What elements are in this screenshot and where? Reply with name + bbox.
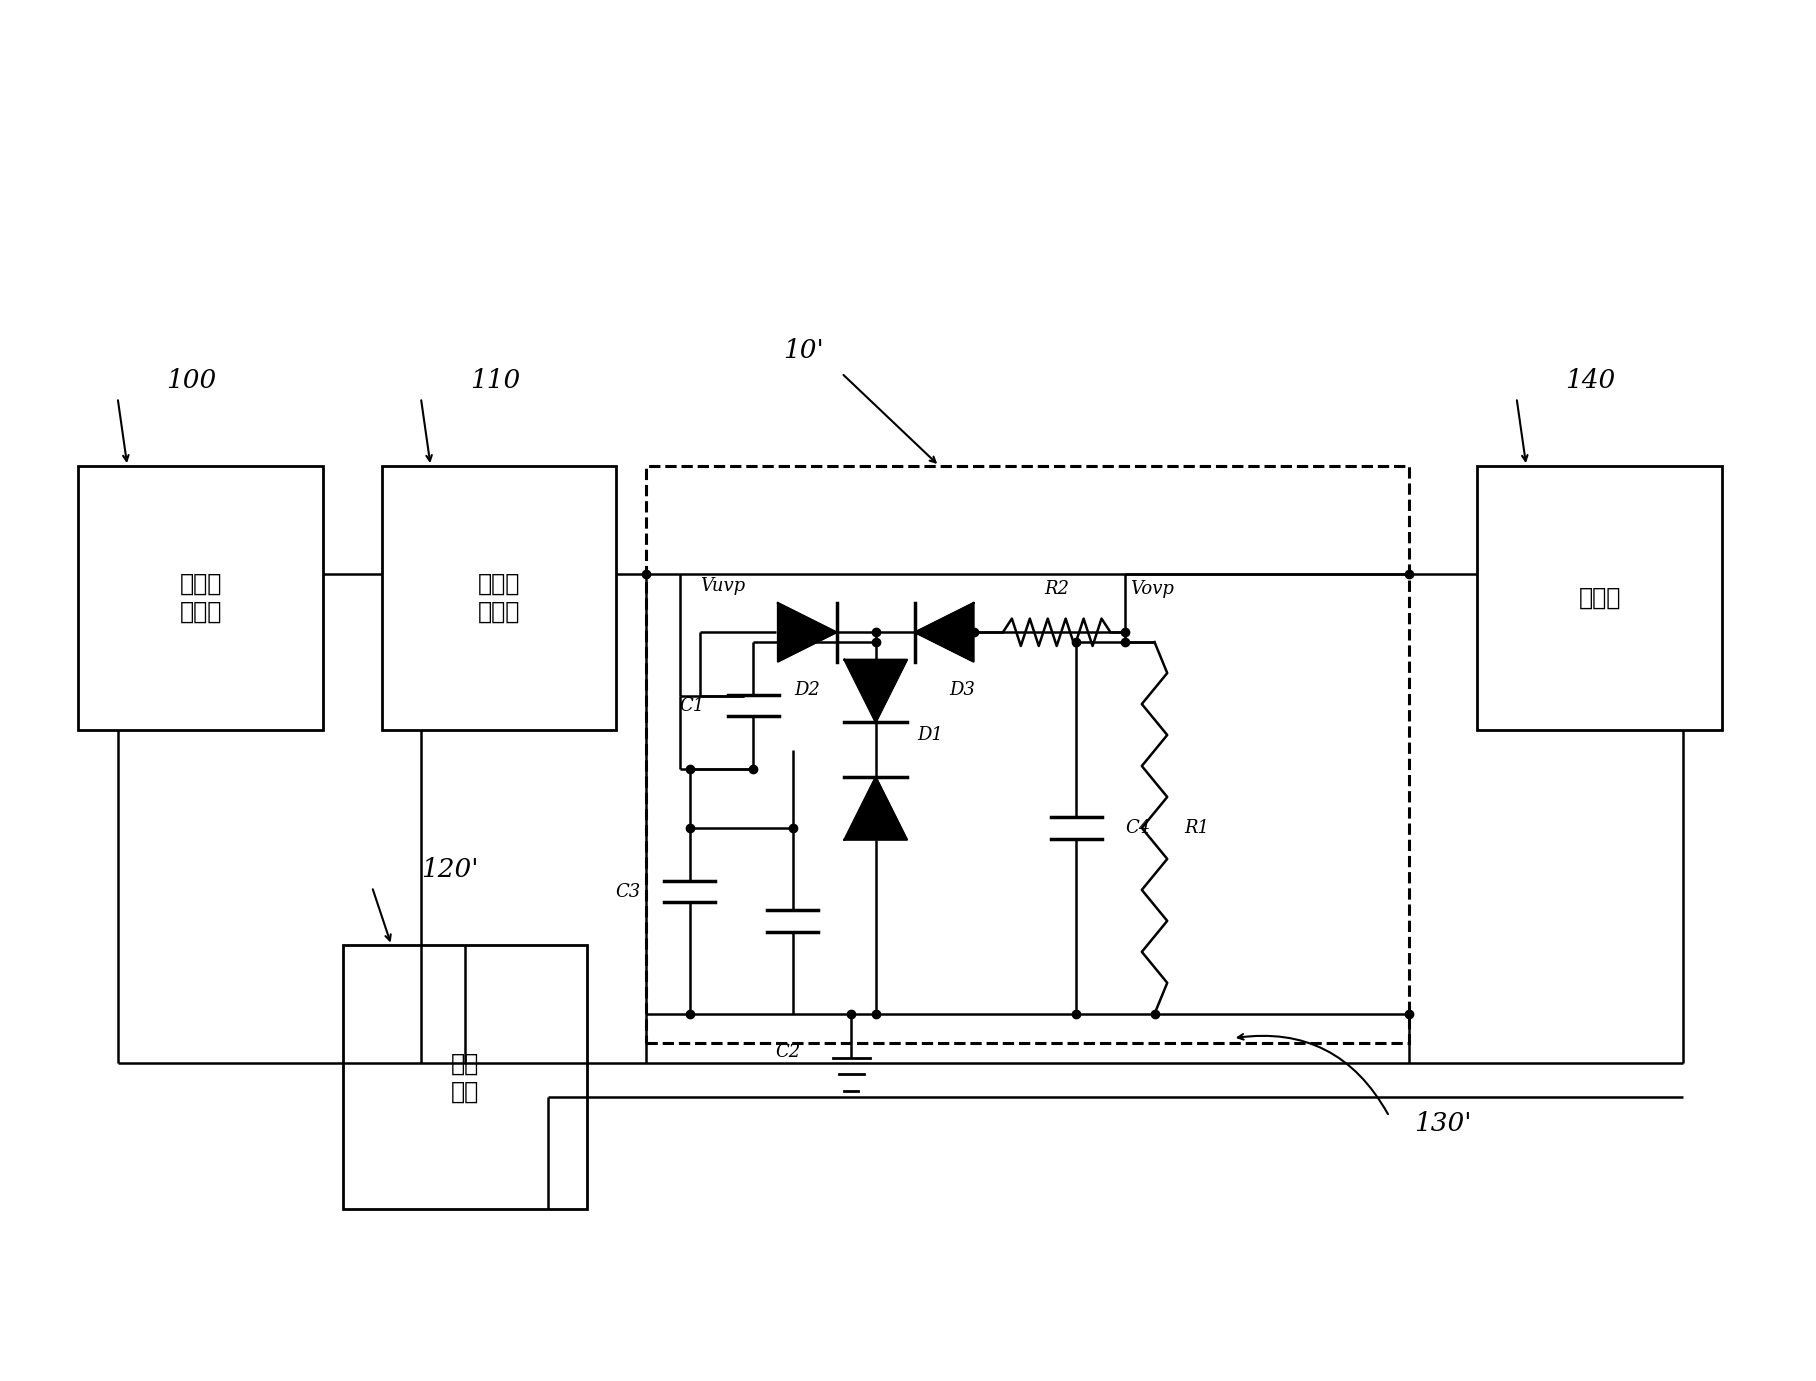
Bar bbox=[343, 946, 587, 1210]
Text: R1: R1 bbox=[1184, 819, 1209, 837]
Text: 120': 120' bbox=[421, 856, 478, 881]
Polygon shape bbox=[844, 778, 906, 840]
Bar bbox=[1478, 465, 1722, 731]
Text: D3: D3 bbox=[950, 681, 975, 699]
Text: 140: 140 bbox=[1565, 367, 1616, 392]
Text: 变压谐
振电路: 变压谐 振电路 bbox=[478, 572, 519, 624]
Text: 10': 10' bbox=[783, 338, 823, 363]
Text: 保护
电路: 保护 电路 bbox=[450, 1051, 479, 1103]
Bar bbox=[381, 465, 616, 731]
Bar bbox=[78, 465, 323, 731]
Text: D1: D1 bbox=[917, 726, 943, 744]
Text: 100: 100 bbox=[167, 367, 216, 392]
Text: 130': 130' bbox=[1415, 1112, 1471, 1137]
Text: C3: C3 bbox=[616, 882, 641, 900]
Text: C1: C1 bbox=[679, 696, 705, 714]
Text: C2: C2 bbox=[775, 1043, 801, 1061]
Text: C4: C4 bbox=[1126, 819, 1150, 837]
Text: 灯管组: 灯管组 bbox=[1578, 586, 1622, 610]
Polygon shape bbox=[777, 603, 837, 661]
Bar bbox=[646, 465, 1409, 1043]
Text: Vuvp: Vuvp bbox=[699, 577, 745, 595]
Text: D2: D2 bbox=[794, 681, 821, 699]
Text: R2: R2 bbox=[1044, 580, 1070, 598]
Text: 驱动开
关电路: 驱动开 关电路 bbox=[180, 572, 222, 624]
Text: Vovp: Vovp bbox=[1130, 580, 1173, 598]
Polygon shape bbox=[844, 660, 906, 722]
Text: 110: 110 bbox=[470, 367, 519, 392]
Polygon shape bbox=[915, 603, 973, 661]
